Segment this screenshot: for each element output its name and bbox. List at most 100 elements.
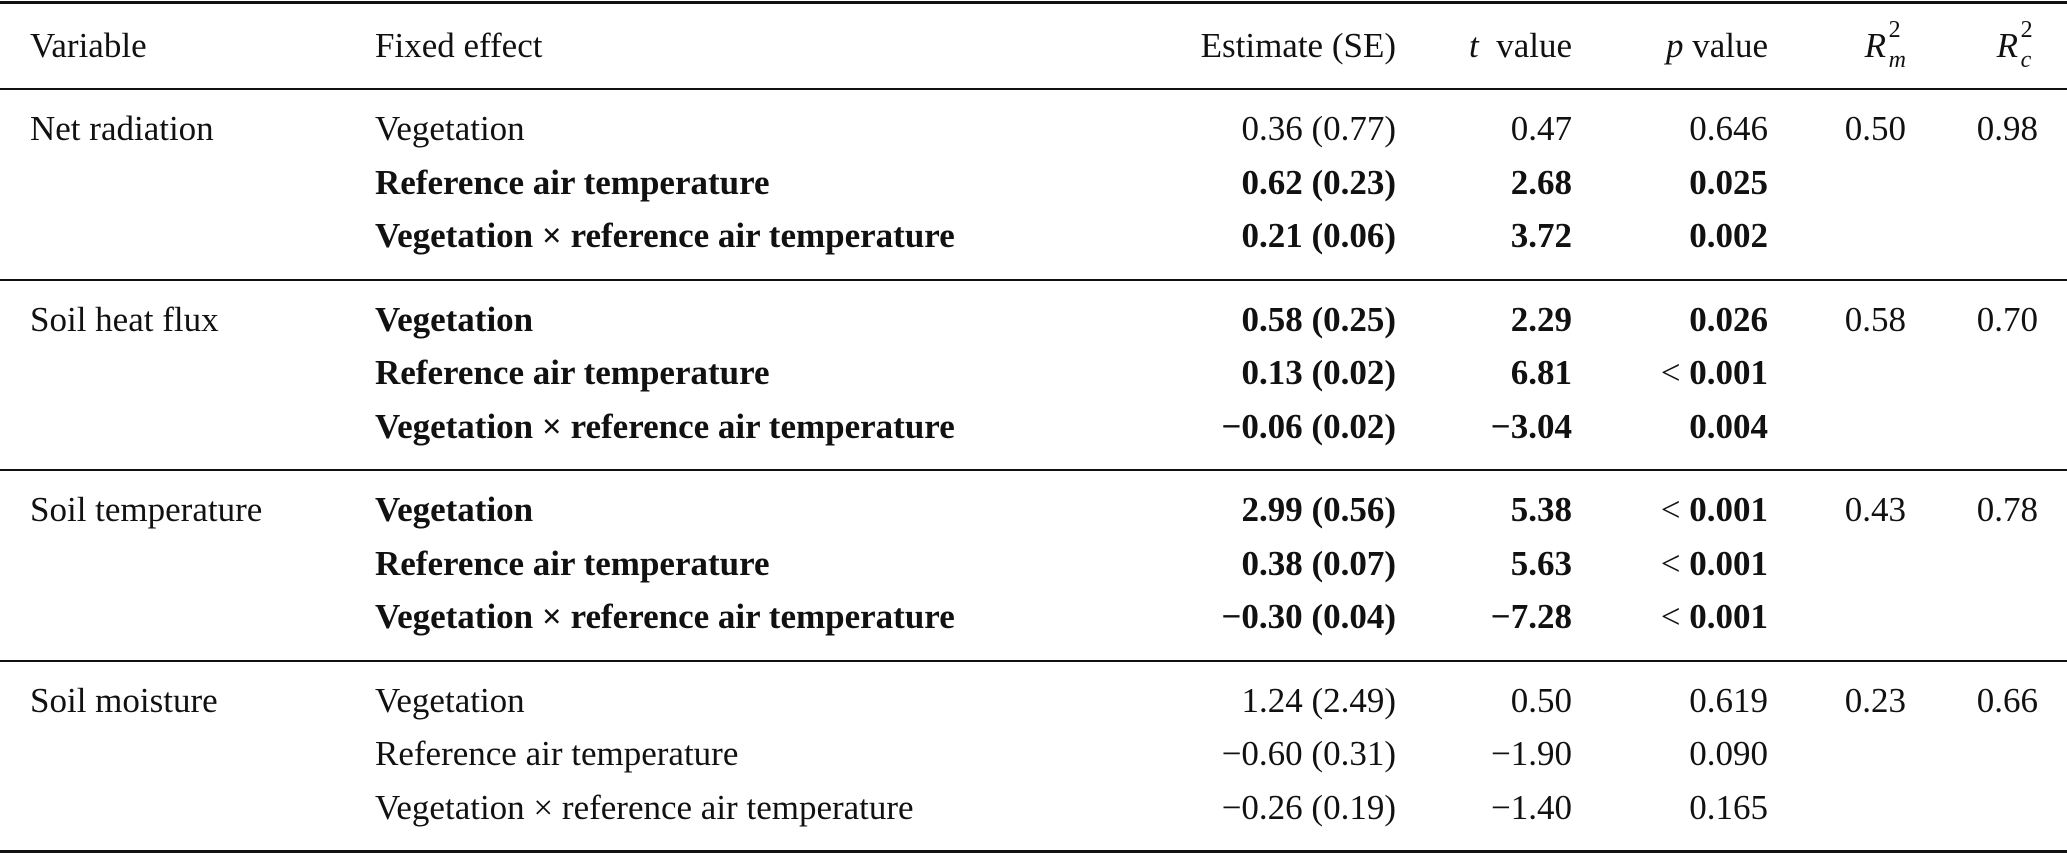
- r2-marginal-cell: [1768, 400, 1906, 471]
- t-value-cell: −3.04: [1490, 406, 1572, 446]
- t-value-cell: 6.81: [1510, 353, 1572, 392]
- p-value: 0.165: [1689, 787, 1768, 827]
- fixed-effect-cell: Reference air temperature: [375, 734, 739, 773]
- p-value: 0.001: [1689, 353, 1768, 392]
- variable-group: Soil heat flux Vegetation 0.58 (0.25) 2.29 0…: [0, 280, 2067, 471]
- fixed-effect-cell: Vegetation × reference air temperature: [375, 787, 914, 827]
- estimate-cell: 0.62 (0.23): [1241, 162, 1396, 202]
- p-label: value: [1692, 26, 1768, 65]
- p-value: 0.090: [1689, 734, 1768, 773]
- p-value: 0.001: [1689, 543, 1768, 583]
- r2-marginal-cell: 0.58: [1844, 299, 1906, 339]
- t-value-cell: 5.63: [1510, 543, 1572, 583]
- table-row: Reference air temperature 0.13 (0.02) 6.81…: [0, 346, 2067, 400]
- p-value-cell: < 0.001: [1572, 470, 1768, 537]
- r2-conditional-cell: 0.98: [1976, 109, 2038, 148]
- t-value-cell: 5.38: [1510, 490, 1572, 529]
- r2-marginal-cell: [1768, 156, 1906, 210]
- variable-cell: [0, 156, 375, 210]
- r2-marginal-cell: 0.23: [1844, 680, 1906, 720]
- table-row: Vegetation × reference air temperature −0…: [0, 781, 2067, 852]
- header-p-value: p value: [1572, 3, 1768, 90]
- t-value-cell: 0.47: [1510, 109, 1572, 148]
- estimate-cell: 0.58 (0.25): [1241, 299, 1396, 339]
- estimate-cell: −0.06 (0.02): [1221, 406, 1396, 446]
- r2-conditional-cell: [1906, 537, 2038, 591]
- r2-marginal-cell: [1768, 209, 1906, 280]
- r2-marginal-cell: [1768, 346, 1906, 400]
- estimate-cell: −0.60 (0.31): [1221, 734, 1396, 773]
- r2c-sub: c: [2020, 47, 2032, 73]
- variable-cell: [0, 537, 375, 591]
- table-row: Reference air temperature 0.38 (0.07) 5.63…: [0, 537, 2067, 591]
- r2m-sub: m: [1888, 47, 1906, 73]
- r2-conditional-cell: 0.66: [1976, 680, 2038, 720]
- t-label: value: [1496, 26, 1572, 65]
- p-value-cell: 0.619: [1572, 661, 1768, 728]
- estimate-cell: 1.24 (2.49): [1241, 680, 1396, 720]
- p-value: 0.001: [1689, 490, 1768, 529]
- estimate-cell: 0.38 (0.07): [1241, 543, 1396, 583]
- fixed-effect-cell: Vegetation × reference air temperature: [375, 216, 955, 255]
- r2-conditional-cell: [1906, 156, 2038, 210]
- variable-cell: [0, 400, 375, 471]
- fixed-effect-cell: Vegetation × reference air temperature: [375, 406, 955, 446]
- p-value-cell: 0.165: [1572, 781, 1768, 852]
- t-value-cell: −1.40: [1491, 787, 1572, 827]
- p-value-cell: 0.090: [1572, 727, 1768, 781]
- r2c-base: R: [1996, 26, 2018, 65]
- p-value: 0.004: [1689, 406, 1768, 446]
- table-row: Reference air temperature −0.60 (0.31) −1.…: [0, 727, 2067, 781]
- t-value-cell: 2.68: [1510, 162, 1572, 202]
- p-prefix: <: [1660, 597, 1690, 636]
- fixed-effect-cell: Reference air temperature: [375, 162, 770, 202]
- table-row: Vegetation × reference air temperature −0…: [0, 590, 2067, 661]
- r2-marginal-cell: [1768, 537, 1906, 591]
- p-value: 0.646: [1689, 109, 1768, 148]
- fixed-effect-cell: Reference air temperature: [375, 543, 770, 583]
- p-value: 0.026: [1689, 299, 1768, 339]
- t-value-cell: 3.72: [1510, 216, 1572, 255]
- p-value: 0.002: [1689, 216, 1768, 255]
- table-row: Reference air temperature 0.62 (0.23) 2.68…: [0, 156, 2067, 210]
- fixed-effect-cell: Vegetation: [375, 680, 525, 720]
- header-t-value: t value: [1396, 3, 1572, 90]
- p-value-cell: < 0.001: [1572, 537, 1768, 591]
- t-value-cell: −1.90: [1491, 734, 1572, 773]
- variable-cell: Soil moisture: [30, 680, 218, 720]
- estimate-cell: 0.36 (0.77): [1241, 109, 1396, 148]
- variable-cell: [0, 346, 375, 400]
- p-prefix: <: [1660, 490, 1690, 529]
- table-row: Vegetation × reference air temperature 0.…: [0, 209, 2067, 280]
- estimate-cell: 0.13 (0.02): [1241, 353, 1396, 392]
- r2m-base: R: [1864, 26, 1886, 65]
- r2-conditional-cell: [1906, 209, 2038, 280]
- r2-conditional-cell: [1906, 400, 2038, 471]
- variable-cell: Soil temperature: [30, 490, 263, 529]
- t-symbol: t: [1468, 26, 1479, 65]
- fixed-effect-cell: Vegetation: [375, 490, 534, 529]
- variable-cell: [0, 209, 375, 280]
- r2-marginal-cell: 0.50: [1844, 109, 1906, 148]
- r2-marginal-cell: 0.43: [1844, 490, 1906, 529]
- table-row: Soil moisture Vegetation 1.24 (2.49) 0.50 0.…: [0, 661, 2067, 728]
- table-row: Soil heat flux Vegetation 0.58 (0.25) 2.29 0…: [0, 280, 2067, 347]
- p-value: 0.025: [1689, 162, 1768, 202]
- p-prefix: <: [1660, 353, 1690, 392]
- r2-marginal-cell: [1768, 727, 1906, 781]
- variable-group: Soil moisture Vegetation 1.24 (2.49) 0.50 0.…: [0, 661, 2067, 852]
- p-value: 0.001: [1689, 597, 1768, 636]
- variable-group: Net radiation Vegetation 0.36 (0.77) 0.47 0.…: [0, 89, 2067, 280]
- r2-conditional-cell: [1906, 781, 2038, 852]
- r2-marginal-cell: [1768, 781, 1906, 852]
- variable-group: Soil temperature Vegetation 2.99 (0.56) 5.3…: [0, 470, 2067, 661]
- table-row: Soil temperature Vegetation 2.99 (0.56) 5.3…: [0, 470, 2067, 537]
- r2-conditional-cell: [1906, 590, 2038, 661]
- p-symbol: p: [1665, 26, 1684, 65]
- t-value-cell: 0.50: [1510, 680, 1572, 720]
